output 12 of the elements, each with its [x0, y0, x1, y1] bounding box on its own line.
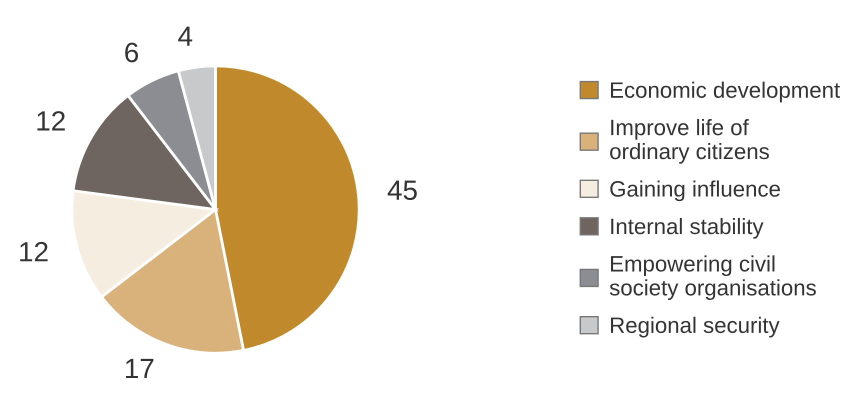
data-label: 6	[125, 42, 138, 62]
legend-label: Gaining influence	[610, 180, 780, 202]
data-label: 45	[388, 180, 417, 200]
data-label: 17	[126, 358, 154, 378]
legend-label: Improve life of ordinary citizens	[610, 119, 769, 164]
legend-label: Empowering civil society organisations	[610, 255, 816, 300]
data-label: 12	[37, 111, 65, 130]
data-label: 12	[20, 242, 48, 262]
legend-label: Internal stability	[611, 218, 764, 239]
data-label: 4	[178, 26, 192, 46]
legend-label: Regional security	[611, 316, 780, 338]
legend-label: Economic development	[611, 82, 840, 102]
